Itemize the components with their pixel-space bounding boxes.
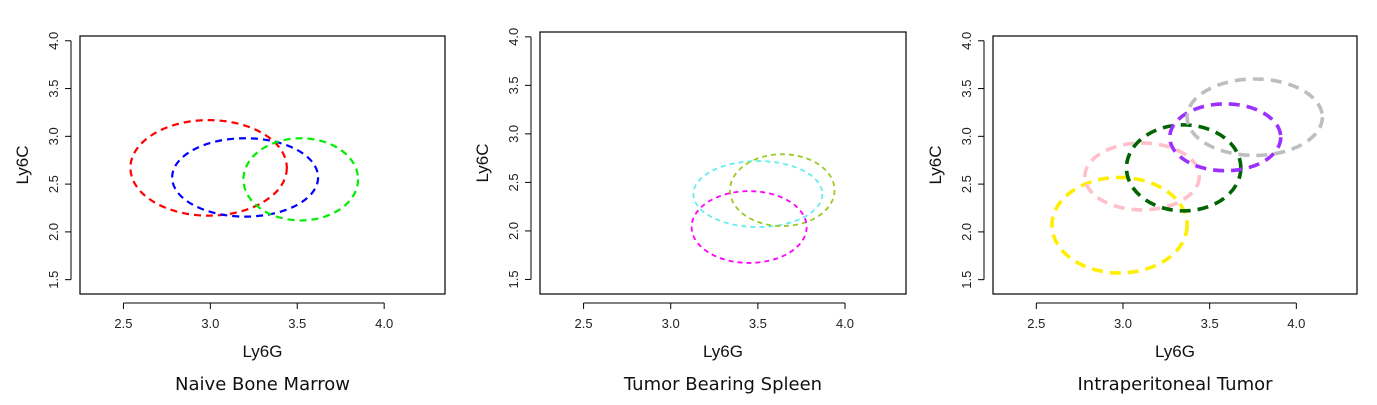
y-tick-label: 2.0 bbox=[506, 222, 521, 240]
y-tick-label: 3.0 bbox=[506, 125, 521, 143]
y-axis: 1.5 2.0 2.5 3.0 3.5 4.0 Ly6C bbox=[13, 32, 72, 289]
confidence-ellipse-1 bbox=[692, 160, 824, 228]
confidence-ellipse-4 bbox=[1168, 102, 1283, 173]
panel-title: Naive Bone Marrow bbox=[175, 374, 350, 395]
confidence-ellipse-3 bbox=[242, 137, 360, 222]
panel-title: Tumor Bearing Spleen bbox=[623, 374, 822, 395]
x-axis-label: Ly6G bbox=[1155, 342, 1195, 361]
x-tick-label: 4.0 bbox=[836, 316, 854, 331]
y-tick-label: 2.5 bbox=[506, 173, 521, 191]
confidence-ellipse-3 bbox=[690, 190, 808, 264]
y-tick-label: 3.5 bbox=[959, 80, 974, 98]
plot-frame bbox=[992, 35, 1358, 295]
y-tick-label: 3.0 bbox=[959, 127, 974, 145]
y-tick-label: 1.5 bbox=[506, 270, 521, 288]
plot-area bbox=[690, 153, 836, 264]
x-axis: 2.5 3.0 3.5 4.0 Ly6G bbox=[114, 302, 393, 361]
plot-frame bbox=[539, 31, 907, 295]
x-tick-label: 3.0 bbox=[201, 316, 219, 331]
plot-frame bbox=[79, 35, 446, 295]
x-tick-label: 2.5 bbox=[114, 316, 132, 331]
x-tick-label: 4.0 bbox=[375, 316, 393, 331]
x-axis: 2.5 3.0 3.5 4.0 Ly6G bbox=[1027, 302, 1305, 361]
confidence-ellipse-1 bbox=[129, 118, 288, 217]
y-tick-label: 2.5 bbox=[959, 175, 974, 193]
x-axis-label: Ly6G bbox=[242, 342, 282, 361]
y-tick-label: 1.5 bbox=[46, 271, 61, 289]
x-axis-label: Ly6G bbox=[703, 342, 743, 361]
x-tick-label: 3.5 bbox=[749, 316, 767, 331]
panel-title: Intraperitoneal Tumor bbox=[1077, 374, 1273, 395]
x-tick-label: 2.5 bbox=[575, 316, 593, 331]
plot-panel-2: 2.5 3.0 3.5 4.0 Ly6G 1.5 2.0 2.5 3.0 3.5 4.0 Ly6C Tu… bbox=[473, 28, 907, 395]
y-tick-label: 3.0 bbox=[46, 127, 61, 145]
plot-area bbox=[1050, 77, 1325, 275]
x-tick-label: 3.5 bbox=[288, 316, 306, 331]
x-tick-label: 3.0 bbox=[662, 316, 680, 331]
x-axis: 2.5 3.0 3.5 4.0 Ly6G bbox=[575, 302, 854, 361]
y-axis-label: Ly6C bbox=[13, 145, 32, 184]
confidence-ellipse-2 bbox=[171, 137, 320, 218]
plot-panel-1: 2.5 3.0 3.5 4.0 Ly6G 1.5 2.0 2.5 3.0 3.5 4.0 Ly6C Na… bbox=[13, 32, 446, 395]
plot-area bbox=[129, 118, 360, 222]
y-axis-label: Ly6C bbox=[926, 145, 945, 184]
confidence-ellipse-2 bbox=[729, 153, 836, 227]
y-tick-label: 2.0 bbox=[959, 223, 974, 241]
y-axis-label: Ly6C bbox=[473, 143, 492, 182]
x-tick-label: 4.0 bbox=[1287, 316, 1305, 331]
y-axis: 1.5 2.0 2.5 3.0 3.5 4.0 Ly6C bbox=[473, 28, 532, 288]
y-tick-label: 4.0 bbox=[506, 28, 521, 46]
confidence-ellipse-2 bbox=[1083, 141, 1202, 212]
y-tick-label: 2.0 bbox=[46, 223, 61, 241]
confidence-ellipse-1 bbox=[1050, 175, 1189, 275]
x-tick-label: 2.5 bbox=[1027, 316, 1045, 331]
y-tick-label: 4.0 bbox=[959, 32, 974, 50]
y-axis: 1.5 2.0 2.5 3.0 3.5 4.0 Ly6C bbox=[926, 32, 985, 289]
y-tick-label: 4.0 bbox=[46, 32, 61, 50]
y-tick-label: 3.5 bbox=[506, 76, 521, 94]
y-tick-label: 3.5 bbox=[46, 80, 61, 98]
y-tick-label: 1.5 bbox=[959, 271, 974, 289]
x-tick-label: 3.5 bbox=[1201, 316, 1219, 331]
plot-panel-3: 2.5 3.0 3.5 4.0 Ly6G 1.5 2.0 2.5 3.0 3.5 4.0 Ly6C In… bbox=[926, 32, 1358, 395]
y-tick-label: 2.5 bbox=[46, 175, 61, 193]
x-tick-label: 3.0 bbox=[1114, 316, 1132, 331]
confidence-ellipse-5 bbox=[1185, 77, 1325, 158]
